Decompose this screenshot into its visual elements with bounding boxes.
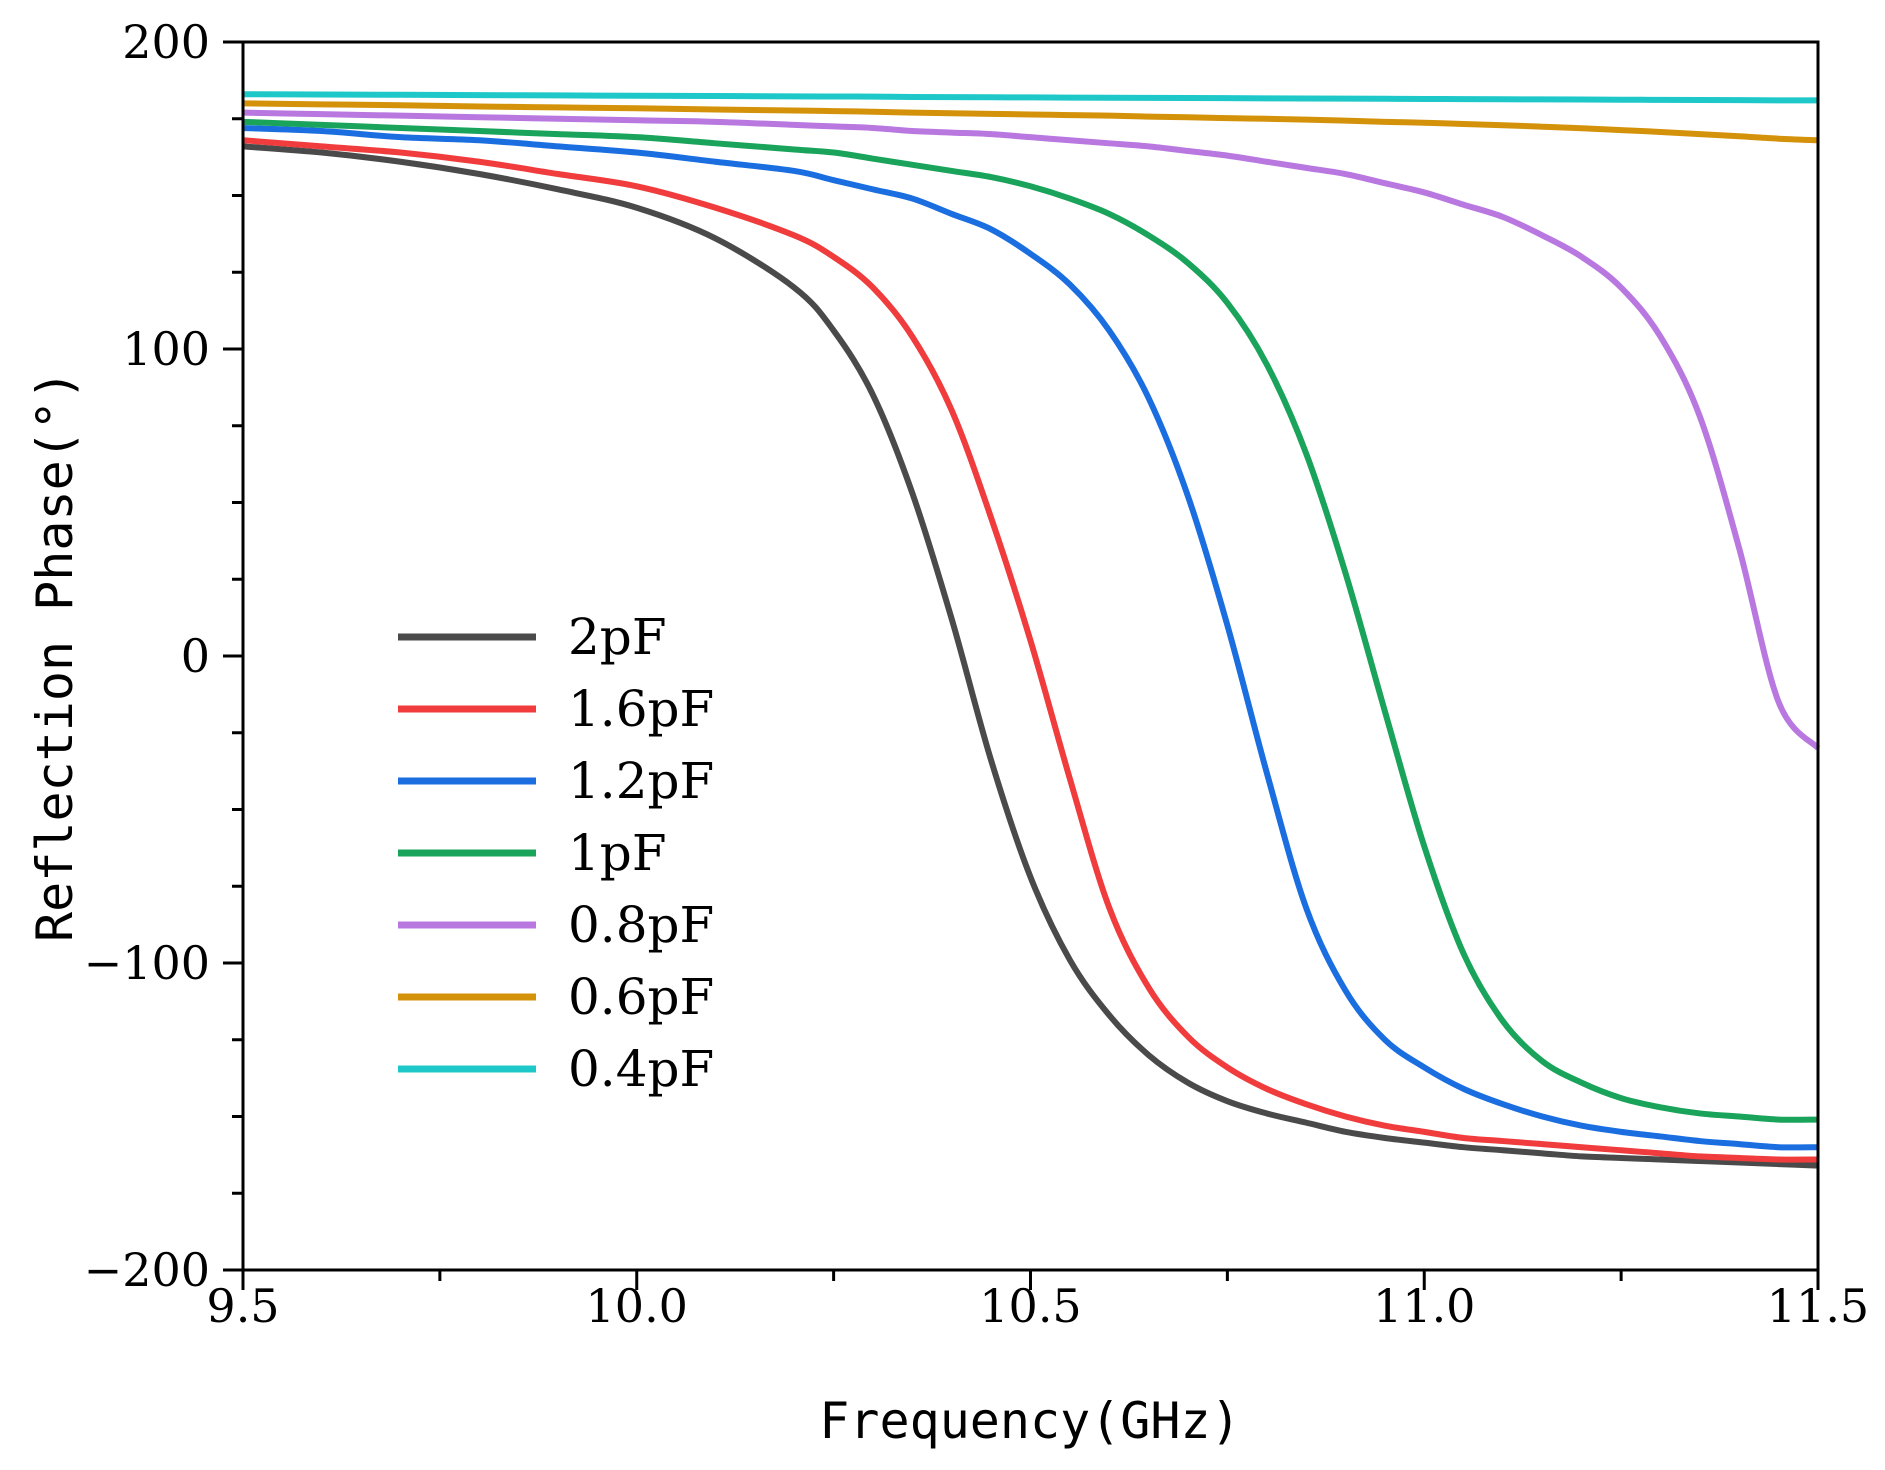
x-tick-label: 11.0 bbox=[1373, 1279, 1475, 1333]
x-axis-title: Frequency(GHz) bbox=[819, 1392, 1240, 1450]
series-layer bbox=[242, 91, 1821, 1169]
y-tick-label: 100 bbox=[122, 322, 210, 376]
legend-label-0: 2pF bbox=[568, 608, 667, 666]
legend: 2pF 1.6pF 1.2pF 1pF 0.8pF 0.6pF 0.4pF bbox=[398, 608, 714, 1098]
series-line-6 bbox=[242, 91, 1819, 104]
series-line-5 bbox=[242, 100, 1819, 144]
y-tick-label: −100 bbox=[84, 936, 210, 990]
x-tick-label: 10.0 bbox=[586, 1279, 688, 1333]
x-tick-label: 9.5 bbox=[206, 1279, 279, 1333]
y-tick-label: −200 bbox=[84, 1243, 210, 1297]
y-axis-title: Reflection Phase(°) bbox=[26, 370, 84, 942]
ticks-layer: 9.5 10.0 10.5 11.0 11.5 200 100 0 −100 −200 bbox=[84, 15, 1870, 1333]
legend-label-1: 1.6pF bbox=[568, 680, 714, 738]
series-line-4 bbox=[242, 109, 1821, 751]
x-tick-label: 11.5 bbox=[1767, 1279, 1869, 1333]
y-tick-label: 0 bbox=[181, 629, 210, 683]
legend-label-6: 0.4pF bbox=[568, 1040, 714, 1098]
x-tick-label: 10.5 bbox=[979, 1279, 1081, 1333]
y-tick-label: 200 bbox=[122, 15, 210, 69]
legend-label-5: 0.6pF bbox=[568, 968, 714, 1026]
series-line-0 bbox=[242, 143, 1819, 1169]
legend-label-3: 1pF bbox=[568, 824, 667, 882]
legend-label-4: 0.8pF bbox=[568, 896, 714, 954]
series-line-2 bbox=[242, 124, 1819, 1151]
legend-label-2: 1.2pF bbox=[568, 752, 714, 810]
series-line-1 bbox=[242, 137, 1819, 1163]
series-line-3 bbox=[242, 118, 1819, 1123]
